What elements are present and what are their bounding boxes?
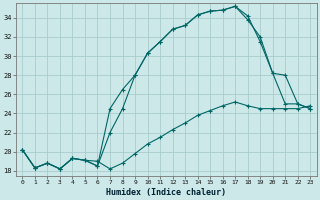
- X-axis label: Humidex (Indice chaleur): Humidex (Indice chaleur): [106, 188, 226, 197]
